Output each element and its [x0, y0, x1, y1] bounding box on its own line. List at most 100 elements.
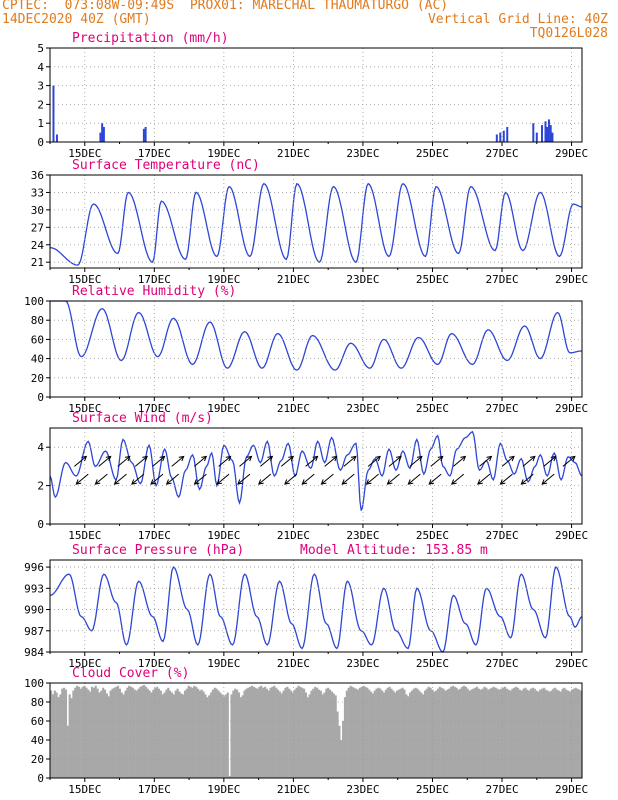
x-tick-label: 25DEC	[416, 783, 449, 796]
wind-arrow	[479, 456, 492, 467]
cloud-bar	[79, 688, 82, 778]
cloud-bar	[105, 693, 108, 778]
cloud-bar	[431, 689, 434, 778]
cloud-bar	[72, 690, 75, 778]
cloud-bar	[416, 688, 419, 778]
wind-arrow-head	[131, 479, 137, 485]
cloud-bar	[509, 690, 512, 778]
x-tick-label: 15DEC	[68, 657, 101, 670]
cloud-bar	[308, 694, 311, 778]
cloud-bar	[254, 687, 257, 778]
cloud-bar	[289, 690, 293, 778]
x-tick-label: 19DEC	[207, 529, 240, 542]
panel-frame	[49, 559, 583, 653]
y-tick-label: 0	[37, 391, 44, 404]
cloud-bar	[57, 697, 60, 778]
x-tick-label: 25DEC	[416, 529, 449, 542]
x-tick-label: 17DEC	[138, 783, 171, 796]
x-tick-label: 25DEC	[416, 657, 449, 670]
y-tick-label: 60	[31, 333, 44, 346]
cloud-bar	[180, 693, 183, 778]
precip-bar	[99, 132, 102, 142]
wind-arrow-head	[375, 455, 381, 462]
cloud-bar	[526, 689, 529, 778]
wind-arrow	[522, 456, 536, 467]
cloud-bar	[407, 696, 410, 778]
precip-bar	[499, 132, 502, 142]
cloud-bar	[122, 694, 125, 778]
wind-arrow	[216, 473, 230, 485]
wind-arrow	[237, 473, 251, 485]
cloud-bar	[557, 690, 560, 778]
wind-arrow-head	[365, 479, 372, 485]
wind-arrow-head	[428, 479, 435, 485]
cloud-bar	[355, 688, 358, 778]
cloud-bar	[410, 690, 414, 778]
cloud-bar	[511, 688, 514, 778]
cloud-bar	[115, 686, 118, 778]
wind-arrow	[280, 456, 294, 467]
wind-arrow-head	[320, 479, 327, 485]
cloud-bar	[116, 685, 120, 778]
x-tick-label: 27DEC	[485, 402, 518, 415]
wind-arrow	[409, 456, 423, 467]
wind-arrow	[301, 473, 315, 485]
cloud-bar	[477, 688, 480, 778]
cloud-bar	[118, 688, 121, 778]
series-line	[49, 566, 583, 653]
wind-arrow	[194, 473, 207, 485]
cloud-bar	[113, 687, 116, 778]
wind-arrow-head	[288, 455, 295, 462]
cloud-bar	[316, 687, 319, 778]
x-tick-label: 21DEC	[277, 529, 310, 542]
cloud-bar	[165, 689, 168, 778]
wind-arrow-head	[477, 479, 483, 485]
cloud-bar	[230, 694, 233, 778]
cloud-bar	[224, 694, 228, 778]
x-tick-label: 23DEC	[346, 273, 379, 286]
y-tick-label: 996	[24, 561, 44, 574]
y-tick-label: 990	[24, 604, 44, 617]
cloud-bar	[371, 693, 374, 778]
cloud-bar	[306, 697, 309, 778]
cloud-bar	[418, 690, 421, 778]
cloud-bar	[481, 688, 484, 778]
cloud-bar	[364, 686, 367, 778]
cloud-bar	[574, 687, 577, 778]
cloud-bar	[68, 694, 71, 778]
cloud-bar	[542, 687, 546, 778]
wind-arrow	[428, 473, 442, 485]
cloud-bar	[528, 690, 531, 778]
wind-arrow	[367, 456, 381, 467]
cloud-bar	[90, 686, 94, 778]
wind-arrow	[407, 473, 421, 485]
cloud-bar	[286, 686, 289, 778]
y-tick-label: 20	[31, 372, 44, 385]
cloud-bar	[343, 697, 347, 778]
wind-arrow-head	[386, 479, 393, 485]
wind-arrow-head	[301, 479, 308, 485]
precip-bar	[52, 85, 55, 142]
cloud-bar	[163, 692, 166, 778]
x-tick-label: 15DEC	[68, 273, 101, 286]
cloud-bar	[150, 692, 153, 778]
cloud-bar	[347, 687, 350, 778]
cloud-bar	[312, 688, 315, 778]
x-tick-label: 17DEC	[138, 657, 171, 670]
cloud-bar	[196, 688, 200, 778]
wind-arrow-head	[225, 455, 232, 462]
panel-background	[50, 48, 582, 142]
cloud-bar	[329, 689, 332, 778]
cloud-bar	[267, 690, 270, 778]
cloud-bar	[475, 686, 479, 778]
precip-bar	[101, 123, 104, 142]
cloud-bar	[429, 687, 432, 778]
cloud-bar	[239, 697, 242, 778]
wind-arrow	[500, 473, 513, 485]
cloud-bar	[492, 686, 495, 778]
cloud-bar	[455, 687, 458, 778]
wind-arrow	[543, 456, 557, 467]
cloud-bar	[61, 688, 64, 778]
cloud-bar	[395, 690, 399, 778]
cloud-bar	[53, 690, 56, 778]
